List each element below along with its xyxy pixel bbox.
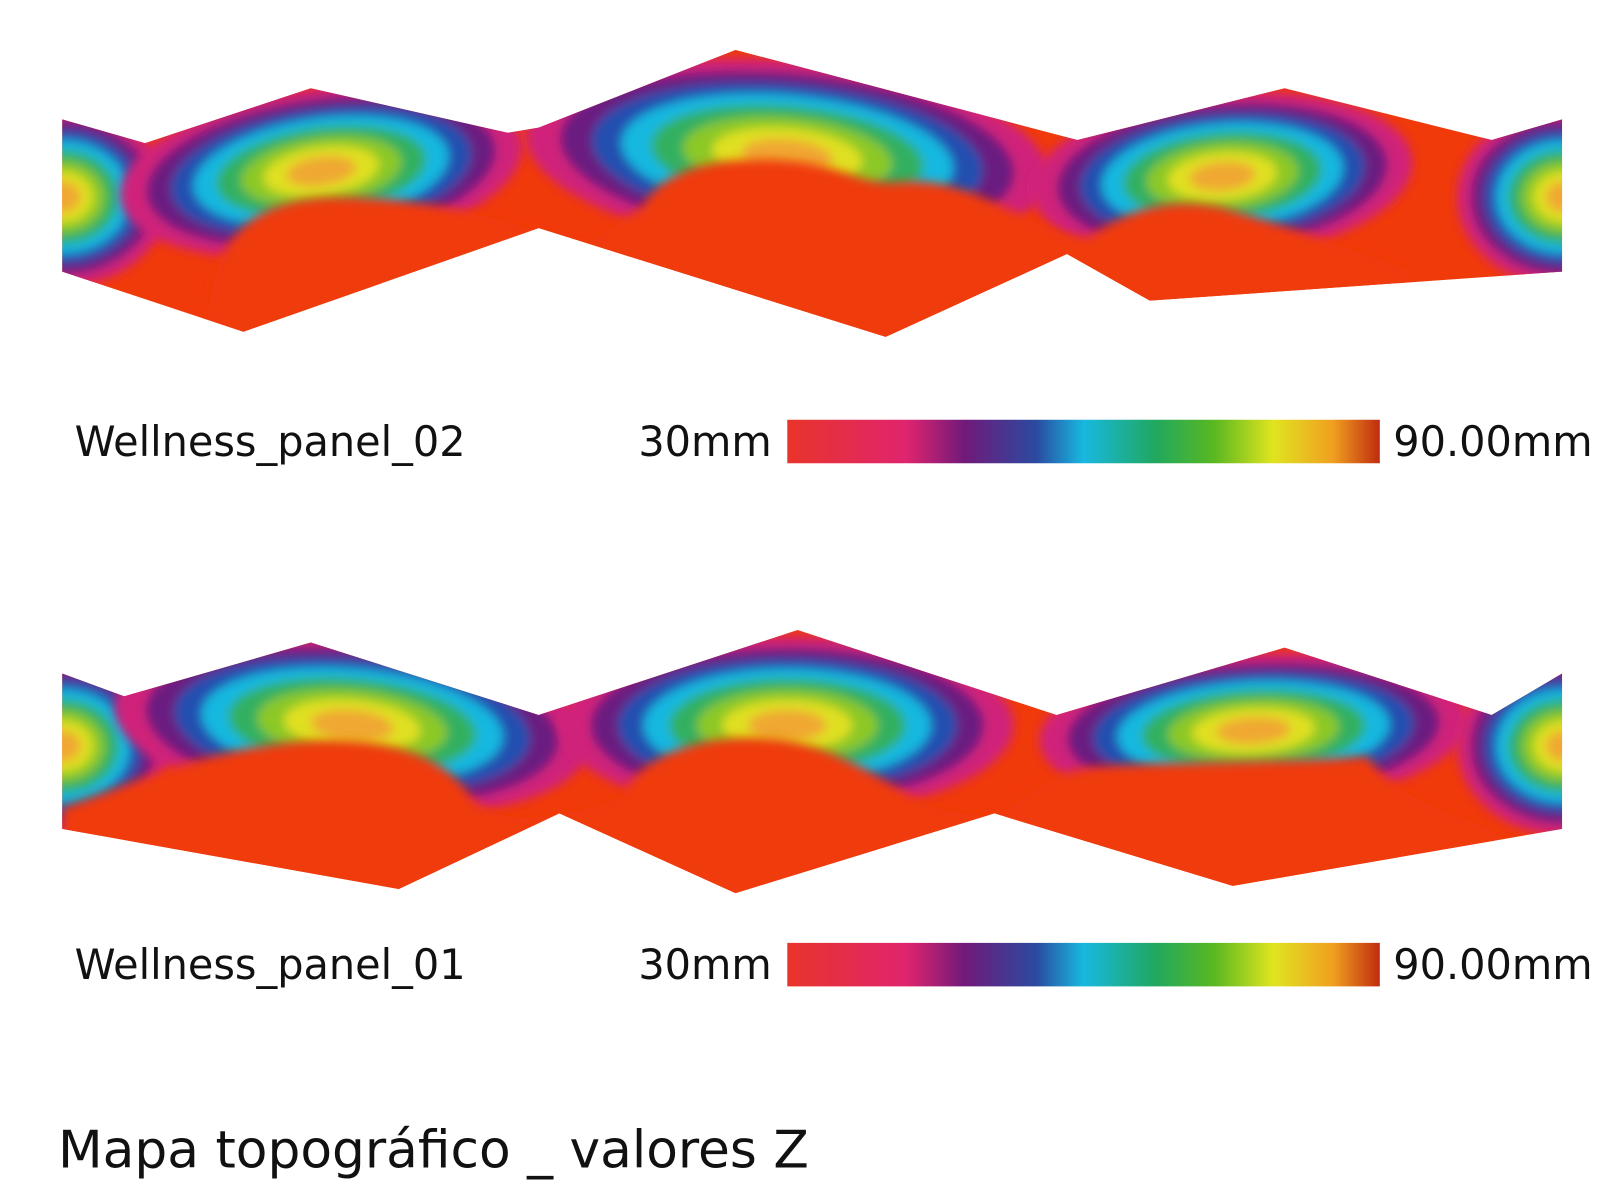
contour-blob [1032,91,1413,262]
contour-ring [286,155,357,187]
panel-name: Wellness_panel_02 [75,418,466,466]
low-region [62,737,1563,894]
contour-ring [1533,171,1563,223]
contour-ring [62,181,81,213]
contour-ring [1189,161,1256,192]
color-scale [787,942,1380,987]
title: Mapa topográfico _ valores Z [58,1121,809,1181]
contour-blob [62,107,170,287]
contour-ring [1545,181,1563,213]
topographic-map [62,49,1563,337]
contour-ring [62,171,93,223]
scale-min: 30mm [638,418,771,466]
scale-min: 30mm [638,941,771,989]
contour-ring [62,720,93,772]
panel-name: Wellness_panel_01 [75,941,466,989]
scale-max: 90.00mm [1393,941,1592,989]
contour-ring [1216,716,1291,745]
contour-blob [1456,107,1563,287]
contour-ring [1533,720,1563,772]
contour-ring [62,730,81,762]
scale-max: 90.00mm [1393,418,1592,466]
color-scale [787,419,1380,464]
contour-ring [747,709,827,741]
contour-ring [1545,730,1563,762]
topographic-map [62,630,1563,894]
contour-ring [310,709,394,742]
